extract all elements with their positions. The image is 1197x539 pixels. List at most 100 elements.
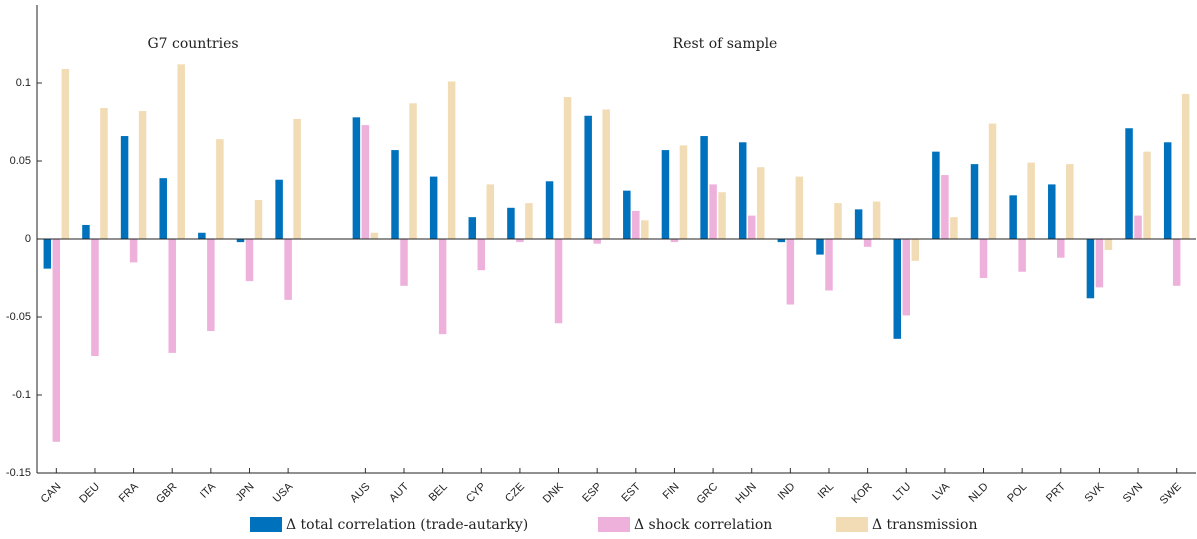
x-tick-label: SVK	[1083, 480, 1108, 505]
bar	[391, 150, 399, 239]
x-tick-label: FRA	[117, 480, 142, 505]
y-tick-label: -0.05	[6, 311, 31, 323]
bar	[409, 103, 417, 239]
x-tick-label: DEU	[77, 481, 102, 506]
legend-label: Δ shock correlation	[634, 517, 772, 533]
bar	[207, 239, 215, 332]
bar	[138, 111, 147, 239]
bar	[709, 184, 717, 239]
bar	[293, 118, 301, 239]
bar	[43, 239, 52, 269]
legend-swatch	[250, 517, 282, 532]
bar	[825, 239, 833, 291]
y-tick-label: 0	[25, 233, 31, 245]
x-tick-label: CAN	[39, 481, 64, 506]
y-tick-label: 0.05	[10, 155, 31, 167]
x-tick-label: JPN	[233, 481, 256, 504]
bar	[525, 203, 533, 239]
bar	[777, 239, 786, 243]
y-tick-label: -0.15	[6, 467, 31, 479]
bar	[795, 176, 804, 239]
x-tick-label: DNK	[541, 480, 566, 505]
bar	[120, 136, 129, 239]
x-tick-label: AUT	[387, 480, 411, 504]
bar	[1009, 195, 1017, 239]
bar	[854, 209, 863, 239]
x-tick-label: EST	[619, 481, 643, 505]
bar	[438, 239, 447, 335]
bar	[1095, 239, 1104, 288]
x-tick-label: ESP	[580, 481, 604, 505]
x-tick-label: GRC	[694, 481, 720, 507]
bar	[284, 239, 292, 300]
bar	[718, 192, 726, 239]
x-tick-label: CYP	[464, 481, 488, 505]
bar	[352, 117, 361, 239]
bar	[159, 178, 167, 239]
bar	[168, 239, 176, 353]
bar	[979, 239, 988, 278]
bar	[563, 97, 572, 239]
x-tick-label: LVA	[930, 480, 953, 503]
x-tick-label: LTU	[891, 481, 914, 504]
bar	[593, 239, 601, 244]
bar	[641, 220, 649, 239]
bar	[516, 239, 524, 243]
x-tick-label: NLD	[967, 481, 991, 505]
bar	[477, 239, 486, 271]
bar	[1181, 93, 1190, 239]
bar	[370, 232, 379, 239]
x-tick-label: USA	[271, 480, 296, 505]
x-tick-label: PRT	[1044, 481, 1068, 505]
bar	[738, 142, 747, 239]
bar	[275, 179, 283, 239]
bar	[700, 136, 708, 239]
bar	[911, 239, 919, 261]
x-tick-label: AUS	[348, 481, 372, 505]
bar	[893, 239, 901, 339]
bar	[786, 239, 795, 305]
bar	[129, 239, 138, 263]
x-tick-label: SVN	[1121, 481, 1146, 506]
x-tick-label: GBR	[154, 481, 179, 506]
bar	[941, 175, 949, 239]
bar	[970, 164, 979, 239]
bar	[679, 145, 688, 239]
annotation: Rest of sample	[673, 36, 778, 52]
y-tick-label: 0.1	[16, 77, 31, 89]
bar	[554, 239, 563, 324]
bar	[1066, 164, 1074, 239]
bar	[468, 217, 477, 239]
legend-swatch	[836, 517, 868, 532]
bar	[584, 115, 592, 239]
bar	[623, 190, 631, 239]
bar	[988, 123, 997, 239]
annotation: G7 countries	[147, 36, 238, 52]
bar	[82, 224, 90, 239]
bar	[932, 151, 940, 239]
bar	[816, 239, 824, 255]
bar	[670, 239, 679, 243]
bar	[632, 210, 640, 239]
legend-label: Δ transmission	[872, 517, 977, 533]
bar	[545, 181, 554, 239]
bar	[950, 217, 958, 239]
bar	[1143, 151, 1151, 239]
bar	[91, 239, 99, 356]
bar	[834, 203, 842, 239]
bar	[245, 239, 254, 282]
bar	[100, 107, 108, 240]
legend-label: Δ total correlation (trade-autarky)	[286, 517, 528, 533]
bar	[216, 139, 224, 239]
bar	[1048, 184, 1056, 239]
bar	[1086, 239, 1095, 299]
bar	[872, 201, 881, 239]
x-tick-label: POL	[1005, 481, 1029, 505]
x-tick-label: IND	[776, 481, 798, 503]
bar	[1057, 239, 1065, 258]
bar	[756, 167, 765, 239]
bar	[236, 239, 245, 243]
bar	[902, 239, 910, 316]
